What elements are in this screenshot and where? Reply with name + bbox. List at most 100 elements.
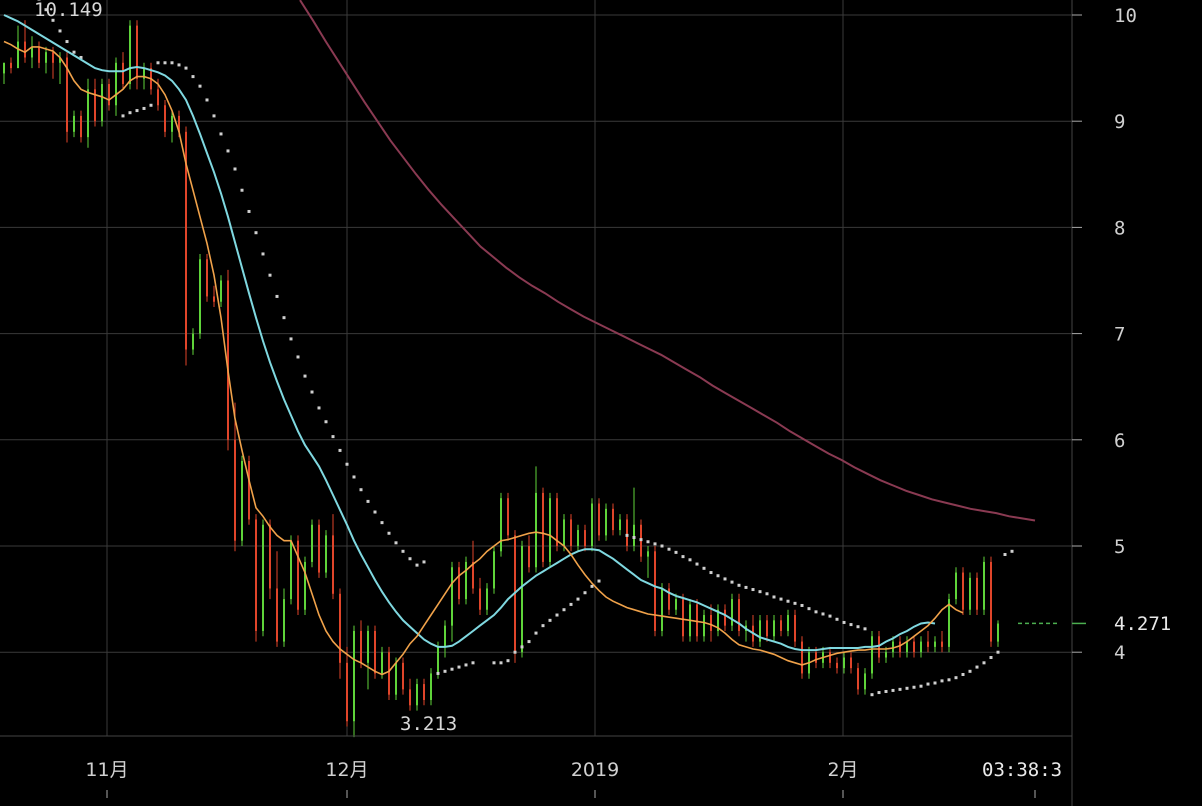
ma-fast-path — [3, 40, 964, 676]
candle-body — [654, 551, 656, 631]
candle-body — [206, 259, 208, 297]
candle — [213, 285, 215, 308]
candle — [248, 455, 250, 525]
sar-dot — [828, 614, 832, 618]
candle-body — [773, 620, 775, 637]
candle-body — [801, 641, 803, 674]
candle-body — [507, 498, 509, 536]
sar-dot — [646, 540, 650, 544]
sar-dot — [842, 620, 846, 624]
sar-dot — [849, 623, 853, 627]
candle-body — [45, 52, 47, 63]
candle — [353, 625, 355, 738]
y-tick-label: 8 — [1114, 217, 1125, 239]
candle-body — [850, 657, 852, 669]
sar-dot — [758, 590, 762, 594]
sar-dot — [205, 98, 209, 102]
candle-body — [661, 588, 663, 631]
candle — [45, 46, 47, 74]
y-tick-label: 9 — [1114, 111, 1125, 133]
candle-body — [409, 689, 411, 706]
candle-body — [297, 540, 299, 610]
candle — [297, 535, 299, 616]
candle-body — [255, 519, 257, 631]
candle — [206, 253, 208, 302]
candle — [423, 678, 425, 706]
candle — [577, 524, 579, 552]
candle-body — [374, 630, 376, 674]
candle-body — [542, 492, 544, 562]
candle-body — [703, 615, 705, 637]
candle — [801, 636, 803, 679]
candle-body — [598, 503, 600, 536]
candle — [703, 609, 705, 642]
sar-dot — [422, 560, 426, 564]
candle — [892, 636, 894, 658]
sar-dot — [814, 610, 818, 614]
axes: 4 5 6 7 8 9 10 11月 12月 2019 2月 — [0, 0, 1137, 806]
sar-dot — [324, 420, 328, 424]
sar-dot — [373, 510, 377, 514]
candle — [710, 604, 712, 642]
candle — [759, 615, 761, 647]
candle-body — [682, 599, 684, 637]
sar-dot — [506, 659, 510, 663]
sar-dot — [415, 563, 419, 567]
candle-body — [829, 652, 831, 663]
candle — [24, 20, 26, 63]
sar-dot — [891, 688, 895, 692]
sar-dot — [877, 691, 881, 695]
sar-dot — [632, 536, 636, 540]
candle-body — [136, 25, 138, 79]
sar-dot — [940, 679, 944, 683]
sar-dot — [926, 682, 930, 686]
sar-dot — [590, 584, 594, 588]
candle — [199, 253, 201, 339]
sar-dot — [989, 656, 993, 660]
sar-dot — [380, 521, 384, 525]
candle-body — [262, 524, 264, 631]
candle-body — [381, 652, 383, 674]
candle-body — [199, 259, 201, 334]
candle — [290, 535, 292, 605]
sar-dot — [121, 114, 125, 118]
sar-dot — [919, 684, 923, 688]
candle — [31, 36, 33, 69]
candle-body — [521, 546, 523, 653]
candle-body — [318, 524, 320, 573]
min-price-label: 3.213 — [400, 713, 457, 735]
sar-dot — [261, 252, 265, 256]
grid — [0, 0, 1072, 736]
candle-body — [192, 333, 194, 350]
candle — [87, 78, 89, 148]
sar-dot — [653, 542, 657, 546]
candle-body — [80, 115, 82, 138]
candle-body — [423, 684, 425, 700]
candle-body — [367, 630, 369, 663]
candle — [766, 615, 768, 642]
x-tick-label: 11月 — [85, 759, 128, 781]
candle-body — [563, 519, 565, 546]
candle-body — [976, 577, 978, 610]
candle-body — [213, 296, 215, 302]
candle — [108, 78, 110, 111]
candle-body — [535, 492, 537, 568]
candle — [962, 567, 964, 616]
parabolic-sar-dots — [37, 0, 1014, 697]
candle — [444, 620, 446, 658]
candle-body — [304, 561, 306, 610]
ma-slow-line — [3, 14, 936, 652]
candle — [10, 57, 12, 74]
candle-body — [899, 641, 901, 653]
candle-body — [570, 519, 572, 546]
candle — [17, 25, 19, 69]
candle — [591, 498, 593, 552]
sar-dot — [996, 650, 1000, 654]
candle-body — [241, 461, 243, 541]
candle-body — [73, 115, 75, 132]
candle-body — [591, 503, 593, 546]
candle — [472, 540, 474, 594]
candle-body — [24, 41, 26, 58]
sar-dot — [779, 597, 783, 601]
